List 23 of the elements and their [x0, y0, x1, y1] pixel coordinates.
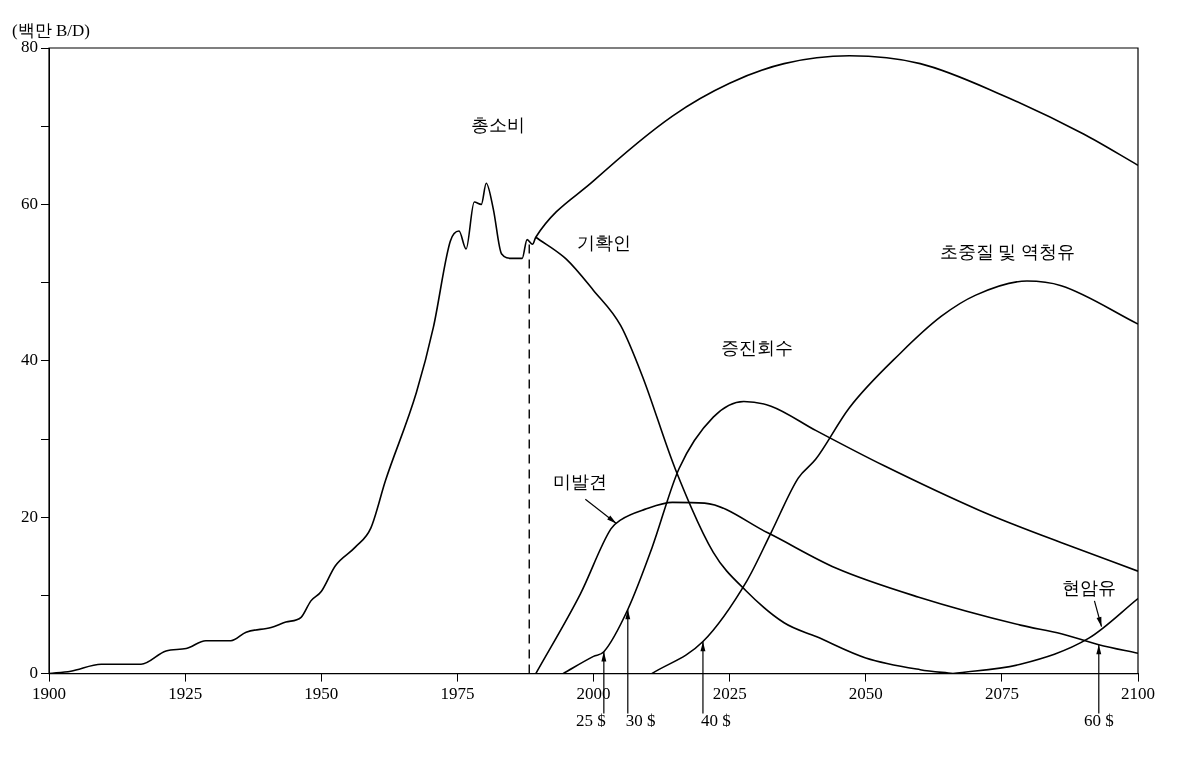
text: 증진회수 — [720, 337, 793, 358]
series-label: 초중질 및 역청유 — [939, 241, 1075, 262]
x-tick-label: 1900 — [32, 684, 66, 704]
y-tick-label: 20 — [21, 506, 38, 526]
x-tick-label: 2025 — [712, 684, 747, 704]
y-tick-label: 60 — [21, 193, 38, 213]
x-tick-label: 2050 — [848, 684, 883, 704]
x-tick-label: 1950 — [304, 684, 339, 704]
y-tick-label: 40 — [21, 350, 38, 370]
y-tick-label: 0 — [29, 663, 38, 683]
x-tick-label: 1975 — [440, 684, 475, 704]
x-tick-label: 2075 — [984, 684, 1019, 704]
series-label: 미발견 — [553, 471, 608, 492]
series-label: 현암유 — [1061, 577, 1116, 598]
annotation: 30 $ — [625, 711, 656, 731]
annotation: 25 $ — [576, 711, 606, 731]
y-axis-title: (백만 B/D) — [12, 20, 90, 40]
series-label: 기확인 — [576, 233, 631, 254]
annotation: 60 $ — [1083, 711, 1114, 731]
x-tick-label: 1925 — [168, 684, 203, 704]
x-tick-label: 2100 — [1121, 684, 1155, 704]
text: 총소비 — [471, 114, 526, 135]
annotation: 40 $ — [700, 711, 731, 731]
